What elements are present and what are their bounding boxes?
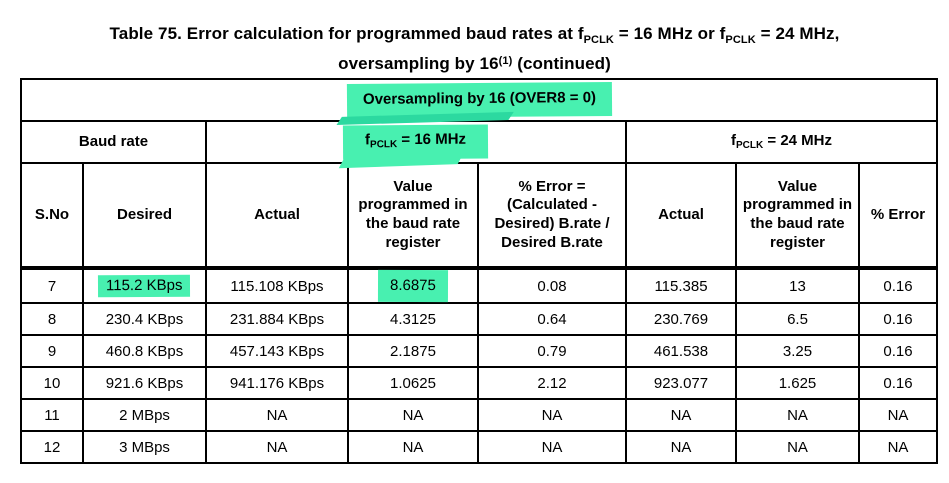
err16-line: (Calculated - (506, 196, 597, 214)
cell-err16: 0.08 (477, 267, 627, 304)
cell-desired: 460.8 KBps (82, 334, 207, 368)
cell-sno: 10 (20, 366, 84, 400)
fpclk24-header-cell: fPCLK = 24 MHz (624, 120, 939, 164)
title-text: oversampling by 16 (338, 54, 499, 73)
fpclk24-subscript: PCLK (736, 139, 764, 151)
cell-brr16: NA (347, 430, 479, 464)
title-text: = 16 MHz or f (613, 24, 726, 43)
title-text: = 24 MHz, (755, 24, 840, 43)
col-header-err24: % Error (857, 162, 939, 270)
table-row: 8 230.4 KBps 231.884 KBps 4.3125 0.64 23… (20, 302, 939, 336)
title-subscript-pclk: PCLK (583, 34, 614, 46)
cell-err16: NA (477, 398, 627, 432)
cell-brr16: NA (347, 398, 479, 432)
cell-actual24: 923.077 (625, 366, 737, 400)
fpclk16-value: = 16 MHz (397, 130, 467, 149)
cell-desired: 230.4 KBps (82, 302, 207, 336)
col-header-actual24: Actual (625, 162, 737, 270)
fpclk24-value: = 24 MHz (763, 131, 833, 149)
cell-err24: 0.16 (857, 302, 939, 336)
title-text: (continued) (512, 54, 611, 73)
cell-brr16-value: 8.6875 (390, 276, 436, 295)
cell-desired-value: 115.2 KBps (106, 276, 183, 295)
oversampling-header-label: Oversampling by 16 (OVER8 = 0) (362, 89, 596, 109)
highlight-mark-oversampling: Oversampling by 16 (OVER8 = 0) (346, 82, 612, 118)
err16-line: Desired B.rate (501, 233, 603, 251)
column-header-row: S.No Desired Actual Value programmed in … (20, 162, 939, 270)
cell-sno: 11 (20, 398, 84, 432)
cell-sno: 9 (20, 334, 84, 368)
cell-sno: 8 (20, 302, 84, 336)
cell-brr16: 2.1875 (347, 334, 479, 368)
fpclk24-label: f (731, 131, 736, 149)
cell-actual16: NA (205, 398, 349, 432)
col-header-brr24: Value programmed in the baud rate regist… (735, 162, 860, 270)
cell-brr24: 3.25 (735, 334, 860, 368)
cell-desired: 2 MBps (82, 398, 207, 432)
table-title: Table 75. Error calculation for programm… (0, 23, 949, 74)
cell-err24: 0.16 (857, 366, 939, 400)
fpclk16-header-cell: fPCLK = 16 MHz (205, 120, 627, 164)
cell-actual24: 115.385 (625, 267, 737, 304)
table-row: 12 3 MBps NA NA NA NA NA NA (20, 430, 939, 464)
cell-brr24: 13 (735, 267, 860, 304)
col-header-actual16: Actual (205, 162, 349, 270)
highlight-mark-fpclk16: fPCLK = 16 MHz (343, 124, 489, 160)
baud-rate-header-label: Baud rate (78, 132, 149, 150)
oversampling-header-row: Oversampling by 16 (OVER8 = 0) (19, 78, 939, 122)
cell-desired: 3 MBps (82, 430, 207, 464)
err16-line: Desired) B.rate / (494, 215, 610, 232)
cell-brr24: 1.625 (735, 366, 860, 400)
oversampling-header-cell: Oversampling by 16 (OVER8 = 0) (19, 78, 939, 122)
table-title-line1: Table 75. Error calculation for programm… (0, 23, 949, 51)
cell-actual16: 457.143 KBps (205, 334, 349, 368)
cell-brr24: 6.5 (735, 302, 860, 336)
baud-rate-header-cell: Baud rate (20, 120, 207, 164)
cell-actual24: 461.538 (625, 334, 737, 368)
col-header-sno: S.No (20, 162, 84, 270)
table-title-line2: oversampling by 16(1) (continued) (0, 51, 949, 74)
cell-err16: 0.64 (477, 302, 627, 336)
table-row: 9 460.8 KBps 457.143 KBps 2.1875 0.79 46… (20, 334, 939, 368)
cell-actual24: NA (625, 398, 737, 432)
cell-actual24: 230.769 (625, 302, 737, 336)
cell-sno: 12 (20, 430, 84, 464)
cell-err16: NA (477, 430, 627, 464)
err16-line: % Error = (518, 177, 586, 195)
cell-sno: 7 (20, 267, 84, 304)
cell-actual16: 941.176 KBps (205, 366, 349, 400)
cell-actual16: NA (205, 430, 349, 464)
baud-rate-error-table: Oversampling by 16 (OVER8 = 0) Baud rate… (19, 78, 939, 464)
cell-desired: 115.2 KBps (82, 267, 207, 304)
col-header-brr16: Value programmed in the baud rate regist… (347, 162, 479, 270)
title-footnote-ref: (1) (498, 55, 513, 67)
cell-err16: 2.12 (477, 366, 627, 400)
cell-brr24: NA (735, 430, 860, 464)
cell-actual16: 115.108 KBps (205, 267, 349, 304)
cell-err24: NA (857, 398, 939, 432)
cell-err24: NA (857, 430, 939, 464)
cell-brr24: NA (735, 398, 860, 432)
cell-err24: 0.16 (857, 267, 939, 304)
highlight-mark-brr16: 8.6875 (377, 269, 448, 303)
cell-err24: 0.16 (857, 334, 939, 368)
cell-actual24: NA (625, 430, 737, 464)
fpclk16-subscript: PCLK (370, 139, 398, 151)
highlight-mark-desired: 115.2 KBps (98, 274, 191, 298)
title-subscript-pclk: PCLK (725, 34, 756, 46)
cell-brr16: 8.6875 (347, 267, 479, 304)
table-row: 7 115.2 KBps 115.108 KBps 8.6875 0.08 11… (20, 267, 939, 304)
cell-brr16: 4.3125 (347, 302, 479, 336)
col-header-desired: Desired (82, 162, 207, 270)
cell-actual16: 231.884 KBps (205, 302, 349, 336)
clock-header-row: Baud rate fPCLK = 16 MHz fPCLK = 24 MHz (20, 120, 939, 164)
title-text: Table 75. Error calculation for programm… (109, 24, 584, 43)
cell-brr16: 1.0625 (347, 366, 479, 400)
cell-desired: 921.6 KBps (82, 366, 207, 400)
cell-err16: 0.79 (477, 334, 627, 368)
table-row: 11 2 MBps NA NA NA NA NA NA (20, 398, 939, 432)
table-row: 10 921.6 KBps 941.176 KBps 1.0625 2.12 9… (20, 366, 939, 400)
col-header-err16: % Error = (Calculated - Desired) B.rate … (477, 162, 627, 270)
